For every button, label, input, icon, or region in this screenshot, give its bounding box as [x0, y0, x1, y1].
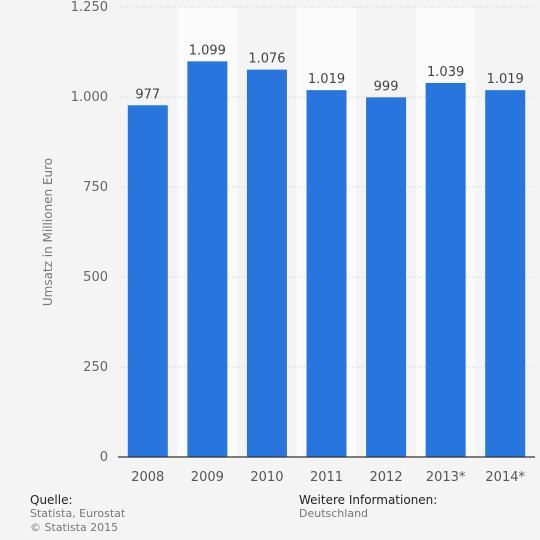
- y-axis-ticks: 0 250 500 750 1.000 1.250: [71, 0, 108, 465]
- bar: [366, 97, 407, 458]
- info-block: Weitere Informationen: Deutschland: [299, 493, 437, 521]
- value-label: 1.019: [308, 72, 345, 87]
- bar: [246, 69, 287, 457]
- x-tick-label: 2012: [370, 470, 403, 485]
- value-label: 1.099: [189, 43, 226, 58]
- y-tick-label: 0: [100, 450, 108, 465]
- value-label: 999: [374, 79, 399, 94]
- bars: [127, 61, 526, 458]
- x-axis-ticks: 2008 2009 2010 2011 2012 2013* 2014*: [131, 470, 525, 485]
- y-tick-label: 750: [83, 180, 108, 195]
- bar-chart: 977 1.099 1.076 1.019 999 1.039 1.019 0 250 500 7…: [41, 0, 535, 485]
- bar: [127, 105, 168, 457]
- y-tick-label: 500: [83, 270, 108, 285]
- value-label: 977: [135, 87, 160, 102]
- bar: [306, 90, 347, 457]
- x-tick-label: 2014*: [485, 470, 525, 485]
- x-tick-label: 2013*: [426, 470, 466, 485]
- y-axis-label: Umsatz in Millionen Euro: [41, 158, 55, 306]
- value-label: 1.076: [248, 52, 285, 67]
- bar: [425, 82, 466, 458]
- info-heading: Weitere Informationen:: [299, 493, 438, 507]
- source-text: Statista, Eurostat: [30, 507, 126, 520]
- bar: [485, 90, 526, 457]
- y-tick-label: 1.000: [71, 90, 108, 105]
- value-label: 1.039: [427, 65, 464, 80]
- copyright-text: © Statista 2015: [30, 521, 119, 534]
- x-tick-label: 2010: [250, 470, 283, 485]
- x-tick-label: 2008: [131, 470, 164, 485]
- bar: [187, 61, 228, 458]
- source-block: Quelle: Statista, Eurostat © Statista 20…: [30, 493, 125, 535]
- x-tick-label: 2009: [191, 470, 224, 485]
- y-tick-label: 1.250: [71, 0, 108, 15]
- x-tick-label: 2011: [310, 470, 343, 485]
- value-labels: 977 1.099 1.076 1.019 999 1.039 1.019: [135, 43, 523, 102]
- source-heading: Quelle:: [30, 493, 73, 507]
- value-label: 1.019: [487, 72, 524, 87]
- y-tick-label: 250: [83, 360, 108, 375]
- info-text: Deutschland: [299, 507, 369, 520]
